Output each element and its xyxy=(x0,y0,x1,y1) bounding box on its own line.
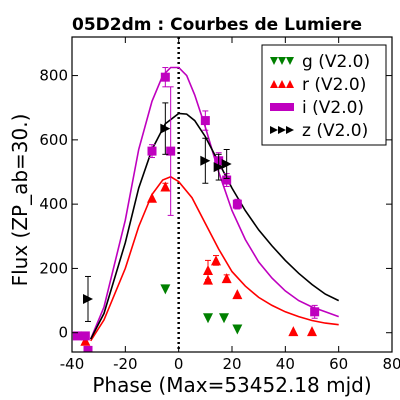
data-point xyxy=(203,265,213,276)
data-point xyxy=(147,146,157,156)
model-curve xyxy=(90,175,339,342)
legend: g (V2.0) r (V2.0) i (V2.0) z (V2.0) xyxy=(261,44,387,146)
data-point xyxy=(160,181,171,192)
x-tick-label: 80 xyxy=(382,355,400,373)
data-point xyxy=(83,345,93,352)
data-point xyxy=(213,162,224,173)
legend-label: z (V2.0) xyxy=(302,121,368,141)
data-point xyxy=(80,335,91,346)
data-point xyxy=(80,331,90,341)
legend-marker xyxy=(270,103,278,111)
data-point xyxy=(203,313,213,324)
data-point xyxy=(72,331,82,341)
x-tick-label: 60 xyxy=(329,355,348,373)
data-point xyxy=(160,72,170,82)
data-point xyxy=(310,307,320,317)
data-point xyxy=(166,146,176,156)
legend-label: r (V2.0) xyxy=(302,75,366,95)
data-point xyxy=(232,324,243,335)
model-curve xyxy=(89,112,340,340)
legend-marker xyxy=(270,126,278,134)
x-tick-label: -20 xyxy=(113,355,138,373)
data-point xyxy=(232,199,242,209)
data-point xyxy=(211,255,221,266)
data-point xyxy=(221,273,232,284)
legend-marker xyxy=(270,80,278,88)
data-point xyxy=(160,123,171,134)
data-point xyxy=(147,192,157,203)
legend-marker xyxy=(286,80,294,88)
y-tick-label: 200 xyxy=(39,259,68,277)
legend-marker xyxy=(270,57,278,65)
x-tick-label: 20 xyxy=(222,355,241,373)
data-point xyxy=(222,175,232,185)
x-tick-label: -40 xyxy=(60,355,85,373)
y-tick-label: 600 xyxy=(39,131,68,149)
y-tick-label: 0 xyxy=(58,324,68,342)
legend-marker xyxy=(286,126,294,134)
data-point xyxy=(232,289,243,300)
y-tick-label: 800 xyxy=(39,67,68,85)
data-point xyxy=(288,326,299,337)
data-point xyxy=(200,116,210,126)
data-point xyxy=(160,284,171,295)
y-axis-label: Flux (ZP_ab=30.) xyxy=(8,114,32,287)
legend-marker xyxy=(278,80,286,88)
legend-label: g (V2.0) xyxy=(302,52,370,72)
legend-marker xyxy=(278,57,286,65)
chart-title: 05D2dm : Courbes de Lumiere xyxy=(72,15,362,35)
legend-marker xyxy=(278,103,286,111)
legend-marker xyxy=(278,126,286,134)
legend-label: i (V2.0) xyxy=(302,98,364,118)
y-tick-label: 400 xyxy=(39,195,68,213)
data-point xyxy=(219,313,229,324)
data-point xyxy=(221,158,232,169)
x-axis-label: Phase (Max=53452.18 mjd) xyxy=(92,373,371,397)
data-point xyxy=(200,155,211,166)
x-tick-label: 0 xyxy=(174,355,184,373)
data-point xyxy=(83,293,93,304)
plot-contents xyxy=(72,37,340,352)
x-tick-label: 40 xyxy=(276,355,295,373)
data-point xyxy=(307,326,317,337)
data-point xyxy=(203,274,213,285)
legend-marker xyxy=(286,57,294,65)
legend-marker xyxy=(286,103,294,111)
